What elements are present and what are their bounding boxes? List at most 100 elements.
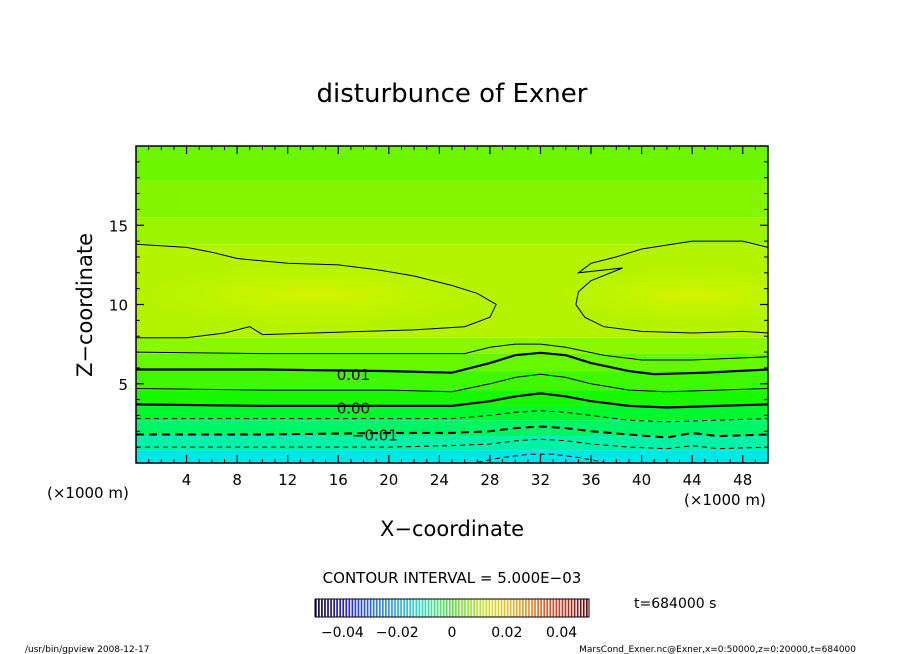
colorbar-segment [464, 599, 466, 617]
colorbar-segment [369, 599, 372, 617]
contour-label-1: 0.00 [337, 400, 370, 418]
colorbar-segment [579, 599, 582, 617]
colorbar-tick-labels: −0.04 −0.02 0 0.02 0.04 [321, 625, 577, 641]
colorbar-segment [570, 599, 573, 617]
colorbar-segment [339, 599, 342, 617]
colorbar-tick-label-2: 0 [448, 625, 457, 641]
contour-line-1 [575, 240, 768, 334]
colorbar-segment [528, 599, 530, 617]
colorbar-segment [522, 599, 524, 617]
contour-line-4 [136, 373, 768, 393]
colorbar-segment [461, 599, 463, 617]
x-tick-label-6: 28 [480, 471, 499, 489]
colorbar-segment [576, 599, 579, 617]
color-band-0 [136, 450, 768, 463]
colorbar-segment [585, 599, 588, 617]
colorbar-segment [436, 599, 439, 617]
colorbar-segment [330, 599, 332, 617]
contour-label-0: 0.01 [337, 366, 370, 384]
colorbar-segment [336, 599, 338, 617]
chart-title: disturbunce of Exner [317, 79, 588, 109]
x-tick-label-9: 40 [632, 471, 651, 489]
core-left [136, 264, 490, 326]
color-band-10 [136, 180, 768, 218]
contour-line-2 [136, 343, 768, 361]
x-tick-label-8: 36 [581, 471, 600, 489]
contour-lines [136, 240, 768, 463]
colorbar-segment [357, 599, 360, 617]
colorbar-segment [375, 599, 378, 617]
color-band-11 [136, 146, 768, 181]
color-band-4 [136, 390, 768, 406]
colorbar-segment [485, 599, 488, 617]
colorbar-segment [509, 599, 512, 617]
colorbar-segment [433, 599, 436, 617]
colorbar-segment [385, 599, 387, 617]
colorbar-segment [315, 599, 317, 617]
contour-label-2: −0.01 [352, 426, 398, 444]
colorbar-segment [555, 599, 558, 617]
colorbar-segment [363, 599, 366, 617]
colorbar [315, 599, 588, 617]
colorbar-segment [321, 599, 323, 617]
colorbar-segment [455, 599, 457, 617]
colorbar-segment [327, 599, 329, 617]
colorbar-segment [406, 599, 409, 617]
colorbar-segment [531, 599, 533, 617]
color-band-3 [136, 405, 768, 421]
y-axis-label: Z−coordinate [73, 233, 97, 377]
colorbar-segment [506, 599, 509, 617]
colorbar-segment [354, 599, 357, 617]
contour-line-0 [136, 243, 497, 339]
colorbar-tick-label-4: 0.04 [546, 625, 577, 641]
colorbar-segment [452, 599, 454, 617]
x-tick-label-1: 8 [232, 471, 242, 489]
colorbar-segment [381, 599, 384, 617]
colorbar-segment [494, 599, 497, 617]
colorbar-segment [458, 599, 460, 617]
y-tick-label-1: 10 [109, 297, 128, 315]
colorbar-segment [488, 599, 491, 617]
colorbar-segment [491, 599, 494, 617]
colorbar-segment [348, 599, 351, 617]
colorbar-segment [473, 599, 475, 617]
colorbar-segment [439, 599, 442, 617]
colorbar-segment [333, 599, 335, 617]
colorbar-segment [482, 599, 485, 617]
colorbar-segment [476, 599, 479, 617]
colorbar-segment [388, 599, 390, 617]
colorbar-segment [345, 599, 348, 617]
time-label: t=684000 s [634, 596, 716, 612]
x-unit-left: (×1000 m) [47, 484, 129, 502]
colorbar-segment [564, 599, 567, 617]
colorbar-segment [515, 599, 518, 617]
colorbar-segment [360, 599, 363, 617]
x-tick-label-3: 16 [329, 471, 348, 489]
colorbar-segment [415, 599, 418, 617]
contour-labels: 0.01 0.00 −0.01 [337, 366, 398, 444]
colorbar-segment [366, 599, 369, 617]
colorbar-tick-label-0: −0.04 [321, 625, 364, 641]
colorbar-tick-label-1: −0.02 [376, 625, 419, 641]
x-tick-label-10: 44 [683, 471, 702, 489]
x-tick-label-2: 12 [278, 471, 297, 489]
colorbar-segment [549, 599, 552, 617]
contour-line-9 [477, 453, 604, 463]
contour-line-3 [136, 351, 768, 376]
colorbar-frame [314, 598, 590, 618]
colorbar-segment [430, 599, 433, 617]
colorbar-segment [412, 599, 415, 617]
colorbar-segment [442, 599, 445, 617]
colorbar-segment [540, 599, 542, 617]
colorbar-segment [561, 599, 564, 617]
colorbar-segment [503, 599, 506, 617]
plot-area [136, 146, 768, 463]
colorbar-segment [512, 599, 515, 617]
color-bands [136, 146, 768, 463]
colorbar-segment [543, 599, 546, 617]
colorbar-segment [351, 599, 354, 617]
footer-right: MarsCond_Exner.nc@Exner,x=0:50000,z=0:20… [579, 645, 856, 654]
colorbar-segment [324, 599, 326, 617]
y-axis-ticks: 5 10 15 [109, 161, 768, 448]
